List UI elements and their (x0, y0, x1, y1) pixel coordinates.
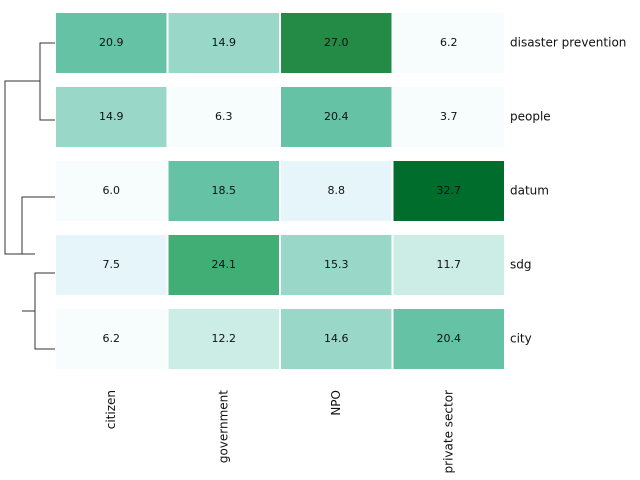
row-label: sdg (510, 258, 532, 272)
cell-label: 32.7 (437, 184, 462, 197)
cell-label: 14.6 (324, 332, 349, 345)
cell-label: 6.3 (215, 110, 233, 123)
cell (393, 235, 504, 295)
cell-label: 20.4 (324, 110, 349, 123)
column-label: citizen (104, 390, 118, 429)
cell-label: 11.7 (437, 258, 462, 271)
cell-label: 20.4 (437, 332, 462, 345)
cell (56, 235, 167, 295)
cell (281, 235, 392, 295)
cell-label: 24.1 (212, 258, 237, 271)
cell-label: 6.0 (103, 184, 121, 197)
cell (281, 309, 392, 369)
cell (281, 13, 392, 73)
cell (393, 87, 504, 147)
cell-label: 3.7 (440, 110, 458, 123)
row-label: city (510, 332, 532, 346)
cell (393, 309, 504, 369)
cell-label: 14.9 (212, 36, 237, 49)
row-dendrogram (4, 42, 55, 350)
row-label: datum (510, 184, 549, 198)
row-label: disaster prevention (510, 36, 626, 50)
cell-label: 7.5 (103, 258, 121, 271)
cell (281, 161, 392, 221)
cell-label: 18.5 (212, 184, 237, 197)
cell (168, 235, 279, 295)
cell (168, 13, 279, 73)
cell (56, 161, 167, 221)
cell (56, 309, 167, 369)
cell-label: 8.8 (328, 184, 346, 197)
cell (393, 13, 504, 73)
cell (281, 87, 392, 147)
row-label: people (510, 110, 551, 124)
column-label: government (216, 390, 230, 463)
cell-label: 6.2 (103, 332, 121, 345)
column-label: private sector (441, 390, 455, 474)
cell-label: 6.2 (440, 36, 458, 49)
cell-label: 14.9 (99, 110, 124, 123)
cell (168, 87, 279, 147)
cell (168, 161, 279, 221)
cell-label: 27.0 (324, 36, 349, 49)
column-label: NPO (329, 390, 343, 416)
cell-label: 15.3 (324, 258, 349, 271)
cell-label: 20.9 (99, 36, 124, 49)
cell (393, 161, 504, 221)
cell (168, 309, 279, 369)
cell (56, 13, 167, 73)
cell (56, 87, 167, 147)
cell-label: 12.2 (212, 332, 237, 345)
